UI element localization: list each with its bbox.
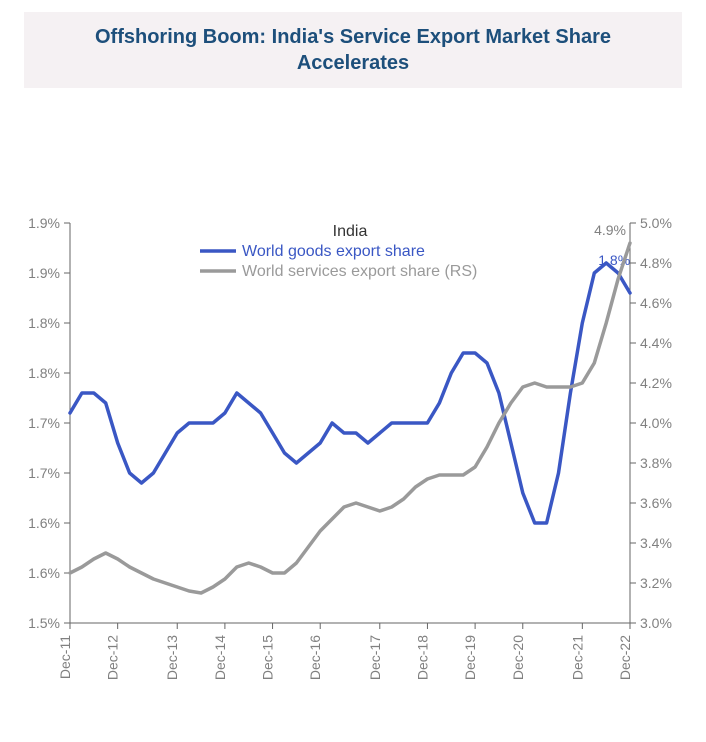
series-services xyxy=(70,243,630,593)
x-tick: Dec-12 xyxy=(105,635,121,680)
callout-services: 4.9% xyxy=(594,222,626,238)
y-right-tick: 4.8% xyxy=(640,255,672,271)
y-left-tick: 1.8% xyxy=(28,365,60,381)
y-left-tick: 1.7% xyxy=(28,415,60,431)
y-left-tick: 1.8% xyxy=(28,315,60,331)
y-right-tick: 4.2% xyxy=(640,375,672,391)
legend-title: India xyxy=(333,223,368,240)
chart-title-bar: Offshoring Boom: India's Service Export … xyxy=(24,12,682,88)
y-right-tick: 3.2% xyxy=(640,575,672,591)
y-right-tick: 4.4% xyxy=(640,335,672,351)
chart-area: 1.5% 1.6% 1.6% 1.7% 1.7% 1.8% 1.8% 1.9% 1.9% 3.0%… xyxy=(0,88,706,742)
x-tick: Dec-18 xyxy=(414,635,430,680)
x-tick: Dec-15 xyxy=(260,635,276,680)
y-right-tick: 4.0% xyxy=(640,415,672,431)
x-tick: Dec-14 xyxy=(212,635,228,680)
y-left-tick: 1.9% xyxy=(28,215,60,231)
series-goods xyxy=(70,263,630,523)
chart-title: Offshoring Boom: India's Service Export … xyxy=(44,24,662,76)
y-right-tick: 3.6% xyxy=(640,495,672,511)
x-tick: Dec-17 xyxy=(367,635,383,680)
x-tick: Dec-16 xyxy=(307,635,323,680)
legend-label-goods: World goods export share xyxy=(242,243,425,260)
y-right-tick: 3.0% xyxy=(640,615,672,631)
x-tick: Dec-19 xyxy=(462,635,478,680)
x-tick: Dec-13 xyxy=(164,635,180,680)
y-left-tick: 1.6% xyxy=(28,565,60,581)
x-tick: Dec-20 xyxy=(510,635,526,680)
y-left-tick: 1.7% xyxy=(28,465,60,481)
y-right-tick: 4.6% xyxy=(640,295,672,311)
y-right-tick: 3.8% xyxy=(640,455,672,471)
y-left-tick: 1.6% xyxy=(28,515,60,531)
line-chart: 1.5% 1.6% 1.6% 1.7% 1.7% 1.8% 1.8% 1.9% 1.9% 3.0%… xyxy=(0,88,706,742)
y-left-tick: 1.5% xyxy=(28,615,60,631)
legend-label-services: World services export share (RS) xyxy=(242,263,477,280)
x-tick: Dec-11 xyxy=(57,635,73,679)
y-right-tick: 5.0% xyxy=(640,215,672,231)
y-left-tick: 1.9% xyxy=(28,265,60,281)
y-right-tick: 3.4% xyxy=(640,535,672,551)
x-tick: Dec-21 xyxy=(569,635,585,680)
x-tick: Dec-22 xyxy=(617,635,633,680)
